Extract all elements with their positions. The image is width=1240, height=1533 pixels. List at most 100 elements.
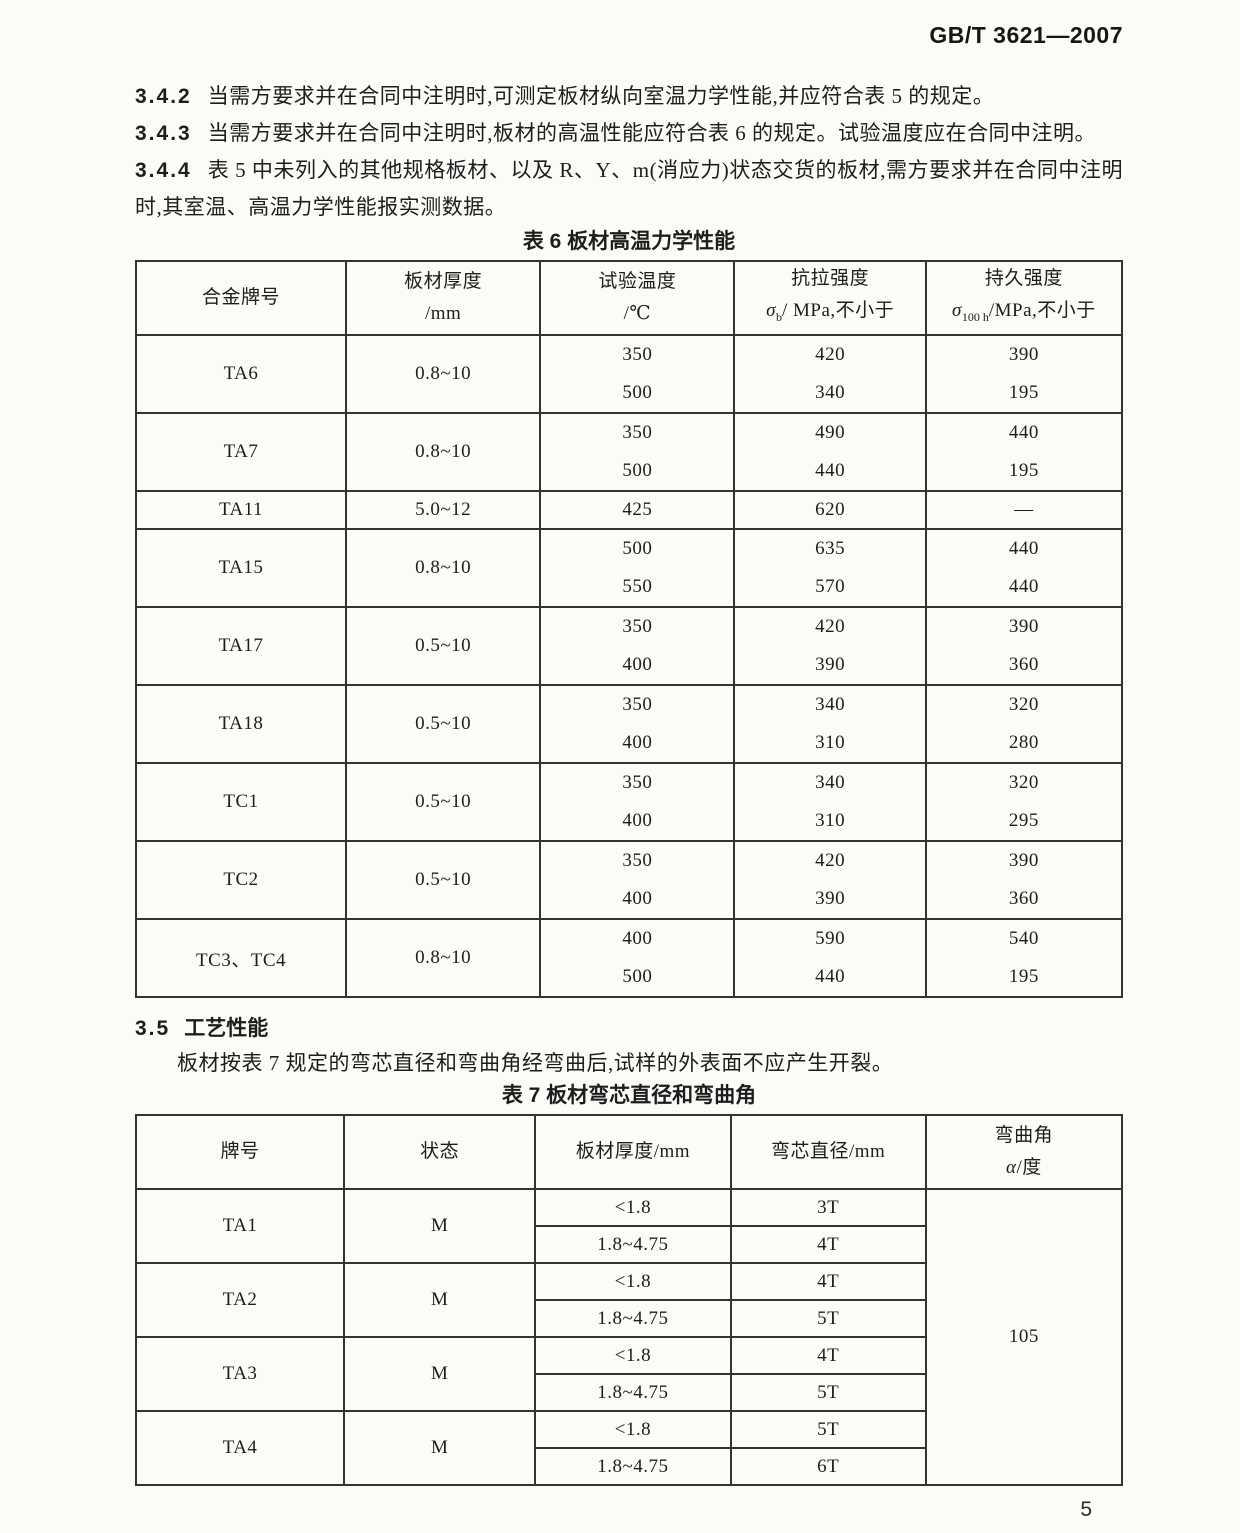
temp-value: 400 bbox=[622, 810, 653, 831]
alloy-cell: TA18 bbox=[134, 684, 348, 764]
table-row: TA6 0.8~10 350 500 420 340 390 195 bbox=[134, 334, 1124, 414]
thickness-cell: 1.8~4.75 bbox=[534, 1373, 732, 1412]
diameter-cell: 6T bbox=[729, 1447, 927, 1486]
endurance-value: 195 bbox=[1008, 460, 1039, 481]
alloy-cell: TA7 bbox=[134, 412, 348, 492]
section-3-5-heading: 3.5 工艺性能 bbox=[135, 1012, 1123, 1046]
table-row: TA1 M <1.8 3T 105 bbox=[134, 1188, 1124, 1486]
clause-number: 3.4.2 bbox=[135, 85, 192, 108]
thickness-cell: <1.8 bbox=[534, 1336, 732, 1375]
table-row: TA11 5.0~12 425 620 — bbox=[134, 490, 1124, 530]
tensile-cell: 420 340 bbox=[733, 334, 927, 414]
unit-text: /MPa,不小于 bbox=[988, 300, 1096, 322]
temp-value: 350 bbox=[622, 422, 653, 443]
tensile-value: 420 bbox=[815, 850, 846, 871]
col-header-label: 状态 bbox=[420, 1141, 460, 1162]
endurance-cell: 440 195 bbox=[924, 412, 1124, 492]
temp-value: 500 bbox=[622, 460, 653, 481]
tensile-value: 310 bbox=[815, 732, 846, 753]
clause-text: 当需方要求并在合同中注明时,板材的高温性能应符合表 6 的规定。试验温度应在合同… bbox=[207, 121, 1096, 145]
col-header-label: 板材厚度/mm bbox=[575, 1141, 691, 1162]
endurance-value: 295 bbox=[1008, 810, 1039, 831]
section-title: 工艺性能 bbox=[184, 1017, 269, 1040]
endurance-value: 440 bbox=[1008, 538, 1039, 559]
thickness-cell: 5.0~12 bbox=[345, 490, 542, 530]
table-row: TA4 M <1.8 5T bbox=[134, 1410, 1122, 1486]
endurance-cell: 440 440 bbox=[924, 528, 1124, 608]
standard-number: GB/T 3621—2007 bbox=[929, 22, 1123, 48]
col-header-tensile-strength: 抗拉强度 σb/ MPa,不小于 bbox=[733, 260, 927, 336]
table-row: TA18 0.5~10 350 400 340 310 320 280 bbox=[134, 684, 1124, 764]
tensile-value: 340 bbox=[815, 772, 846, 793]
table-6-caption: 表 6 板材高温力学性能 bbox=[522, 230, 736, 253]
endurance-cell: — bbox=[924, 490, 1124, 530]
temp-value: 400 bbox=[622, 928, 653, 949]
tensile-cell: 635 570 bbox=[733, 528, 927, 608]
diameter-cell: 5T bbox=[729, 1373, 927, 1412]
thickness-cell: 0.5~10 bbox=[345, 684, 542, 764]
temperature-cell: 400 500 bbox=[539, 918, 736, 998]
alloy-cell: TA17 bbox=[134, 606, 348, 686]
table-row: 1.8~4.75 4T bbox=[136, 1225, 1122, 1264]
tensile-cell: 420 390 bbox=[733, 606, 927, 686]
endurance-value: 195 bbox=[1008, 382, 1039, 403]
tensile-cell: 590 440 bbox=[733, 918, 927, 998]
alloy-cell: TC1 bbox=[134, 762, 348, 842]
table-row: TA7 0.8~10 350 500 490 440 440 195 bbox=[134, 412, 1124, 492]
thickness-cell: 1.8~4.75 bbox=[534, 1225, 732, 1264]
col-header-unit: σb/ MPa,不小于 bbox=[735, 295, 924, 333]
tensile-value: 420 bbox=[815, 344, 846, 365]
grade-cell: TA4 bbox=[134, 1410, 346, 1486]
section-number: 3.5 bbox=[135, 1017, 171, 1040]
temperature-cell: 350 500 bbox=[539, 412, 736, 492]
col-header-label: 试验温度 bbox=[598, 271, 677, 292]
endurance-value: 195 bbox=[1008, 966, 1039, 987]
clause-3-4-2: 3.4.2 当需方要求并在合同中注明时,可测定板材纵向室温力学性能,并应符合表 5… bbox=[135, 78, 1123, 115]
clause-3-4-4: 3.4.4 表 5 中未列入的其他规格板材、以及 R、Y、m(消应力)状态交货的板… bbox=[135, 152, 1123, 226]
tensile-value: 340 bbox=[815, 694, 846, 715]
col-header-label: 合金牌号 bbox=[202, 287, 281, 308]
thickness-cell: 0.8~10 bbox=[345, 334, 542, 414]
col-header-state: 状态 bbox=[343, 1114, 537, 1190]
col-header-label: 牌号 bbox=[220, 1141, 260, 1162]
tensile-value: 590 bbox=[815, 928, 846, 949]
diameter-cell: 4T bbox=[729, 1225, 927, 1264]
temp-value: 400 bbox=[622, 888, 653, 909]
temp-value: 350 bbox=[622, 694, 653, 715]
diameter-cell: 5T bbox=[729, 1299, 927, 1338]
table-7: 牌号 状态 板材厚度/mm 弯芯直径/mm 弯曲角 α/度 TA1 M <1.8… bbox=[134, 1114, 1124, 1486]
endurance-value: 390 bbox=[1008, 344, 1039, 365]
table-row: TA2 M <1.8 4T bbox=[134, 1262, 1122, 1338]
thickness-cell: 0.8~10 bbox=[345, 918, 542, 998]
sigma-subscript: b bbox=[775, 309, 782, 324]
alloy-cell: TA11 bbox=[134, 490, 348, 530]
col-header-unit: α/度 bbox=[927, 1152, 1121, 1184]
table-row: TA17 0.5~10 350 400 420 390 390 360 bbox=[134, 606, 1124, 686]
grade-cell: TA2 bbox=[134, 1262, 346, 1338]
temperature-cell: 350 400 bbox=[539, 762, 736, 842]
col-header-label: 持久强度 bbox=[984, 268, 1063, 290]
table-7-header-row: 牌号 状态 板材厚度/mm 弯芯直径/mm 弯曲角 α/度 bbox=[134, 1114, 1124, 1190]
sigma-symbol: σ bbox=[766, 300, 776, 322]
diameter-cell: 4T bbox=[729, 1262, 927, 1301]
table-row: 1.8~4.75 5T bbox=[136, 1373, 1122, 1412]
tensile-value: 440 bbox=[815, 966, 846, 987]
endurance-value: 390 bbox=[1008, 616, 1039, 637]
grade-cell: TA3 bbox=[134, 1336, 346, 1412]
endurance-value: 540 bbox=[1008, 928, 1039, 949]
col-header-label: 弯曲角 bbox=[994, 1125, 1054, 1146]
state-cell: M bbox=[343, 1262, 537, 1338]
tensile-cell: 340 310 bbox=[733, 684, 927, 764]
thickness-cell: 0.8~10 bbox=[345, 528, 542, 608]
col-header-thickness: 板材厚度 /mm bbox=[345, 260, 542, 336]
endurance-cell: 390 360 bbox=[924, 606, 1124, 686]
clause-text: 表 5 中未列入的其他规格板材、以及 R、Y、m(消应力)状态交货的板材,需方要… bbox=[135, 158, 1123, 219]
section-3-5-body: 板材按表 7 规定的弯芯直径和弯曲角经弯曲后,试样的外表面不应产生开裂。 bbox=[177, 1051, 894, 1075]
table-6-header-row: 合金牌号 板材厚度 /mm 试验温度 /℃ 抗拉强度 σb/ MPa,不小于 持… bbox=[134, 260, 1124, 336]
col-header-label: 弯芯直径/mm bbox=[770, 1141, 886, 1162]
table-row: TC1 0.5~10 350 400 340 310 320 295 bbox=[134, 762, 1124, 842]
temp-value: 350 bbox=[622, 772, 653, 793]
tensile-value: 490 bbox=[815, 422, 846, 443]
temperature-cell: 425 bbox=[539, 490, 736, 530]
